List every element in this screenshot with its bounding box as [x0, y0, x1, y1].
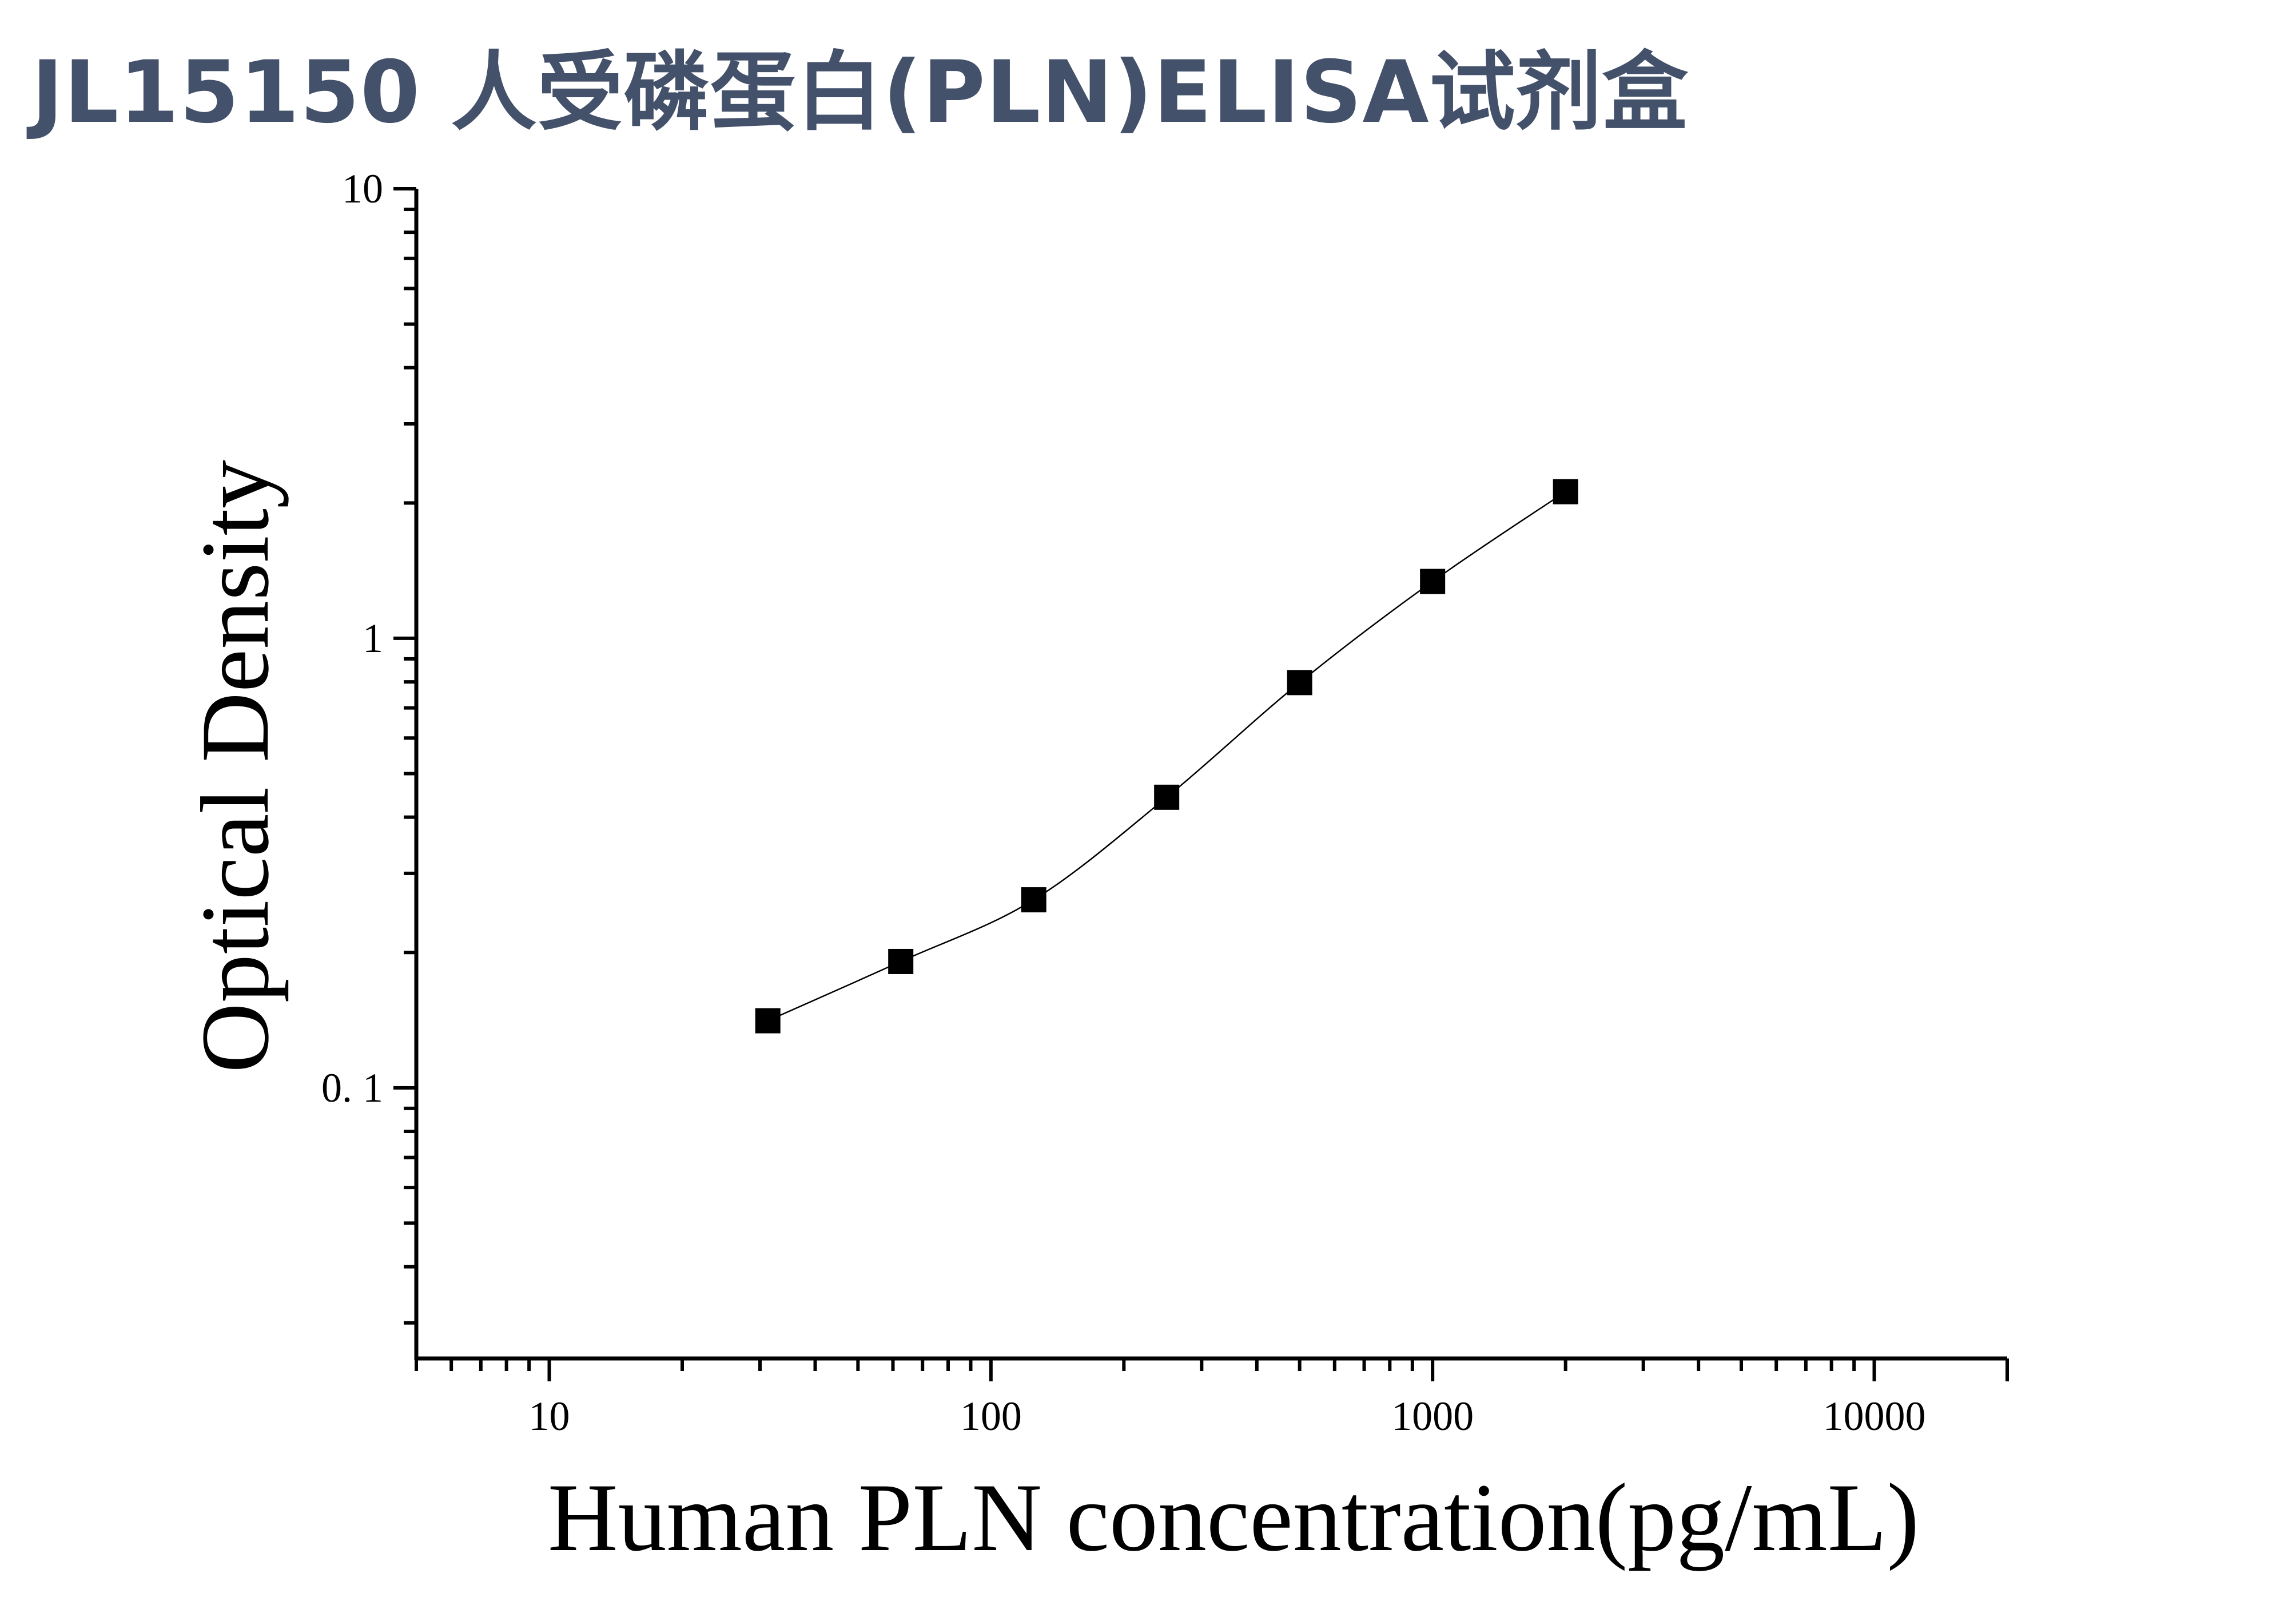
data-point [1553, 479, 1578, 504]
x-tick-label: 10 [528, 1393, 570, 1439]
data-markers [755, 479, 1578, 1034]
x-tick-label: 100 [960, 1393, 1022, 1439]
y-tick-label: 1 [363, 615, 383, 661]
data-point [1420, 569, 1446, 594]
fit-curve [767, 491, 1566, 1022]
x-tick-label: 10000 [1823, 1393, 1926, 1439]
y-tick-label: 10 [342, 166, 383, 212]
data-point [1154, 784, 1180, 810]
data-point [1021, 887, 1046, 913]
minor-ticks [404, 207, 2009, 1371]
major-ticks [393, 187, 2009, 1381]
y-tick-label: 0. 1 [321, 1065, 383, 1111]
y-axis-title: Optical Density [181, 460, 289, 1073]
page-title: JL15150 人受磷蛋白(PLN)ELISA试剂盒 [31, 43, 1689, 142]
data-point [755, 1008, 781, 1034]
x-tick-label: 1000 [1391, 1393, 1474, 1439]
tick-labels: 0. 1 1 10 10 100 1000 10000 [321, 166, 1926, 1439]
x-axis-title: Human PLN concentration(pg/mL) [548, 1464, 1919, 1571]
data-point [888, 948, 914, 974]
data-point [1287, 670, 1312, 696]
